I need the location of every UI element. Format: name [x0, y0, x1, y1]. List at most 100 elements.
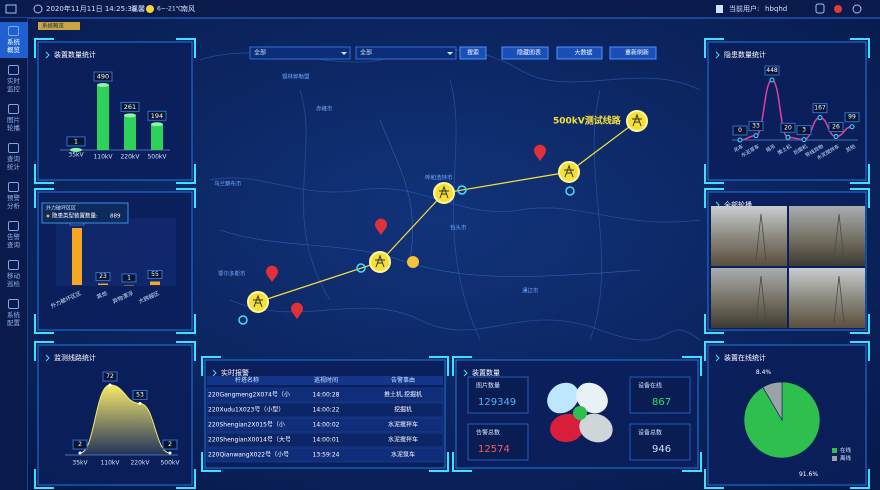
x-tick-label: 500kV: [160, 460, 180, 467]
wind: 南风: [181, 4, 195, 13]
tower-marker[interactable]: [369, 251, 391, 273]
table-cell: 220Shengian2X015号（小: [208, 421, 285, 429]
panel-title: 实时报警: [221, 368, 249, 377]
breadcrumb-tab[interactable]: [38, 22, 80, 30]
point: [78, 451, 82, 455]
title-arrow: [212, 369, 217, 377]
column-header: 巡视时间: [314, 376, 338, 384]
x-tick-label: 吊车: [733, 143, 745, 154]
stat-box: [467, 423, 529, 461]
point: [849, 124, 855, 130]
map-button-label: 大数据: [574, 49, 592, 57]
nav-icon: [8, 104, 19, 114]
nav-item[interactable]: 系统配置: [0, 295, 28, 331]
value-box: [121, 273, 137, 283]
filter-select[interactable]: [355, 46, 457, 60]
map-button[interactable]: [609, 46, 657, 60]
table-row[interactable]: [206, 432, 444, 448]
x-tick-label: 220kV: [120, 154, 140, 161]
table-row[interactable]: [206, 402, 444, 418]
camera-image[interactable]: [789, 206, 865, 266]
filter-select[interactable]: [249, 46, 351, 60]
bar-top: [97, 83, 109, 87]
value-box: [162, 439, 178, 450]
nav-item[interactable]: 预警分析: [0, 178, 28, 214]
point: [108, 383, 112, 387]
camera-image[interactable]: [789, 268, 865, 328]
value-box: [93, 71, 113, 82]
tower-marker[interactable]: [558, 161, 580, 183]
alarm-pin[interactable]: [266, 265, 278, 282]
value-label: 8.4%: [756, 369, 772, 376]
alarm-pin[interactable]: [375, 218, 387, 235]
nav-item[interactable]: 查询统计: [0, 139, 28, 175]
title-arrow: [45, 51, 50, 59]
value-label: 448: [766, 67, 778, 74]
map-button[interactable]: [556, 46, 603, 60]
table-row[interactable]: [206, 417, 444, 433]
bell-icon[interactable]: [815, 3, 825, 14]
camera-tower: [833, 275, 845, 324]
alarm-pin[interactable]: [534, 144, 546, 161]
device-pin[interactable]: [356, 263, 366, 273]
nav-label: 移动巡检: [7, 272, 20, 288]
value-label: 53: [136, 391, 144, 398]
value-box: [780, 122, 796, 133]
nav-item[interactable]: 图片轮播: [0, 100, 28, 136]
device-pin[interactable]: [238, 315, 248, 325]
point: [753, 133, 759, 139]
stat-label: 图片数量: [476, 382, 500, 390]
bar-top: [151, 122, 163, 127]
nav-item[interactable]: 告警查询: [0, 217, 28, 253]
user-name: hbqhd: [765, 5, 787, 13]
map-place: 赤峰市: [316, 105, 333, 113]
device-pin[interactable]: [457, 185, 467, 195]
alarm-pin[interactable]: [291, 302, 303, 319]
camera-image[interactable]: [711, 268, 787, 328]
bar: [97, 85, 109, 150]
nav-label: 查询统计: [7, 155, 20, 171]
nav-item[interactable]: 实时监控: [0, 61, 28, 97]
panel-title: 隐患数量统计: [724, 50, 766, 59]
area: [79, 384, 171, 456]
panel-corner: [34, 341, 196, 489]
tooltip: [41, 202, 129, 224]
stat-value: 129349: [478, 397, 516, 408]
table-row[interactable]: [206, 447, 444, 463]
tower-marker[interactable]: [433, 182, 455, 204]
tower-icon: [439, 185, 449, 199]
flower-petal: [573, 406, 587, 420]
stat-label: 设备总数: [638, 429, 662, 437]
table-cell: 220Gangmeng2X074号（小: [208, 391, 290, 399]
tooltip-value: 889: [110, 214, 121, 220]
nav-icon: [8, 182, 19, 192]
nav-item[interactable]: 系统概览: [0, 22, 28, 58]
value-box: [95, 272, 111, 282]
table-cell: 220ShengianX0014号（大号: [208, 436, 291, 444]
value-label: 0: [738, 127, 742, 134]
temperature: 6~-21℃: [157, 6, 183, 13]
tooltip-label: 隐患类型装置数量:: [52, 212, 98, 220]
map-place: 锡林郭勒盟: [282, 73, 310, 81]
sidebar: 系统概览实时监控图片轮播查询统计预警分析告警查询移动巡检系统配置: [0, 18, 28, 490]
nav-item[interactable]: 移动巡检: [0, 256, 28, 292]
alert-icon[interactable]: [834, 5, 842, 13]
power-icon[interactable]: [852, 4, 862, 14]
panel-title: 装置数量统计: [54, 50, 96, 59]
map-rivers: [219, 119, 641, 277]
x-tick-label: 500kV: [147, 154, 167, 161]
map-button[interactable]: [459, 46, 487, 60]
table-row[interactable]: [206, 387, 444, 403]
table-cell: 220Xudu1X023号（小型）: [208, 406, 284, 414]
camera-image[interactable]: [711, 206, 787, 266]
tower-marker[interactable]: [626, 110, 648, 132]
x-tick-label: 220kV: [130, 460, 150, 467]
tower-marker[interactable]: [247, 291, 269, 313]
device-pin[interactable]: [565, 186, 575, 196]
select-caret: [447, 52, 453, 55]
map-button[interactable]: [501, 46, 549, 60]
value-box: [812, 103, 828, 114]
worker-icon: [407, 256, 419, 268]
menu-icon[interactable]: [5, 4, 17, 14]
